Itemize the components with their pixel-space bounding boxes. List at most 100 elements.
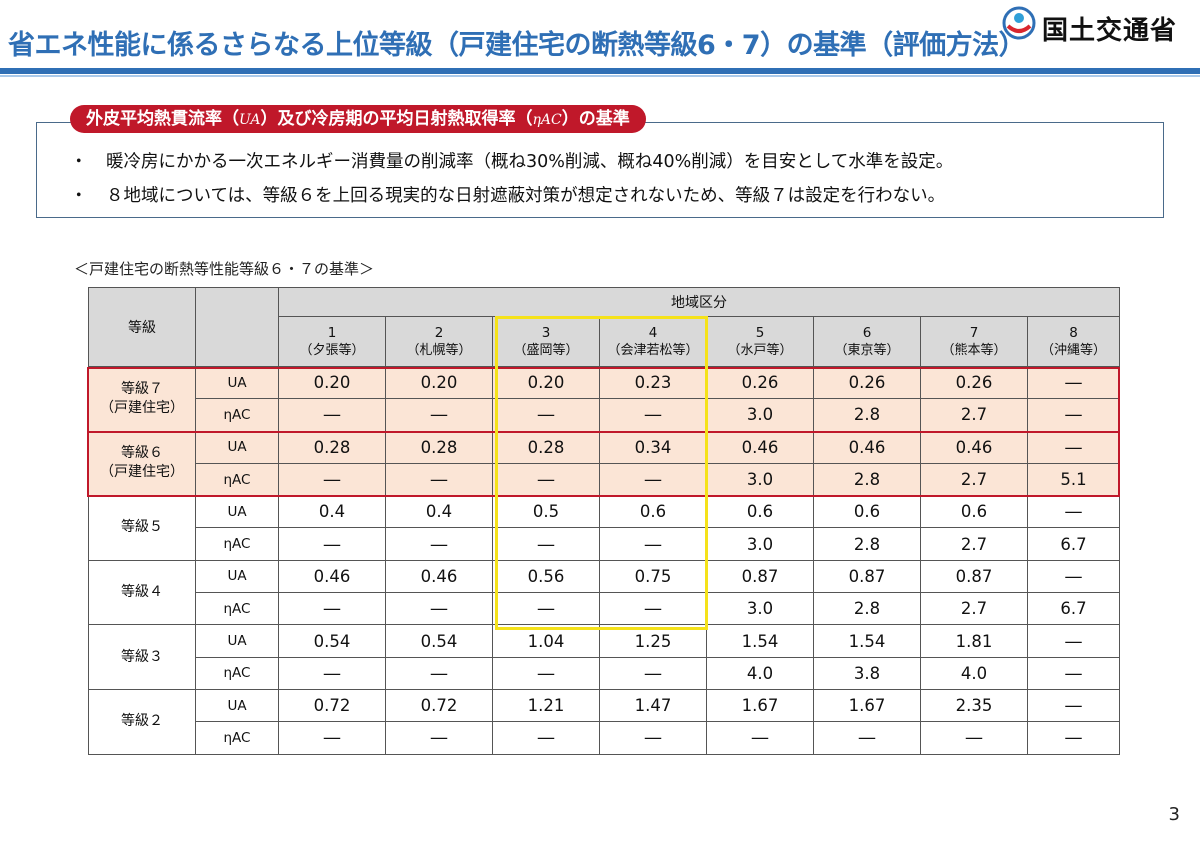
grade-label: 等級２ [88,688,196,755]
table-row: ηAC ― ― ― ― 3.0 2.8 2.7 6.7 [89,592,1120,626]
value-cell: ― [278,398,386,432]
value-cell: 2.8 [813,462,921,497]
value-cell: 6.7 [1027,592,1120,626]
value-cell: 0.4 [278,495,386,529]
grade-name: 等級２ [121,713,163,730]
region-number: 3 [541,324,551,341]
value-cell: 0.34 [599,430,707,464]
value-cell: 1.54 [706,624,814,658]
value-cell: 0.4 [385,495,493,529]
value-cell: 0.6 [920,495,1028,529]
ministry-emblem-icon [1002,6,1036,40]
value-cell: ― [1027,721,1120,755]
region-name: （札幌等） [406,342,472,358]
value-cell: ― [385,656,493,690]
value-cell: ― [1027,430,1120,464]
region-header: 4 （会津若松等） [599,316,707,367]
criteria-label-eta: ηAC [532,112,562,128]
value-cell: ― [1027,398,1120,432]
value-cell: 1.47 [599,688,707,723]
grade-name: 等級６ [121,445,163,462]
region-header: 6 （東京等） [813,316,921,367]
value-cell: ― [599,527,707,561]
criteria-bullet: ・暖冷房にかかる一次エネルギー消費量の削減率（概ね30%削減、概ね40%削減）を… [70,148,953,173]
region-number: 6 [862,324,872,341]
value-cell: 4.0 [920,656,1028,690]
grade-label: 等級３ [88,624,196,690]
value-cell: 0.5 [492,495,600,529]
metric-eta-ac: ηAC [195,527,279,561]
value-cell: ― [278,721,386,755]
value-cell: 0.28 [492,430,600,464]
value-cell: 3.0 [706,527,814,561]
criteria-label-prefix: 外皮平均熱貫流率（ [86,109,239,129]
value-cell: 1.67 [706,688,814,723]
criteria-label-mid: ）及び冷房期の平均日射熱取得率（ [260,109,533,129]
region-header: 3 （盛岡等） [492,316,600,367]
value-cell: ― [599,656,707,690]
bullet-text: ８地域については、等級６を上回る現実的な日射遮蔽対策が想定されないため、等級７は… [106,186,946,206]
value-cell: ― [492,656,600,690]
value-cell: 0.6 [706,495,814,529]
value-cell: ― [920,721,1028,755]
value-cell: ― [278,592,386,626]
value-cell: 0.46 [385,559,493,594]
metric-eta-ac: ηAC [195,592,279,626]
grade-subtitle: （戸建住宅） [100,464,184,481]
region-number: 4 [648,324,658,341]
value-cell: 1.25 [599,624,707,658]
value-cell: 0.72 [385,688,493,723]
value-cell: 3.0 [706,398,814,432]
value-cell: ― [492,527,600,561]
region-number: 2 [434,324,444,341]
metric-ua: UA [195,495,279,529]
value-cell: 0.20 [492,365,600,400]
value-cell: 0.26 [706,365,814,400]
value-cell: ― [1027,365,1120,400]
value-cell: 2.7 [920,398,1028,432]
table-row: 等級４ UA 0.46 0.46 0.56 0.75 0.87 0.87 0.87 ― [88,559,1120,626]
metric-ua: UA [195,430,279,464]
region-header: 5 （水戸等） [706,316,814,367]
value-cell: 2.7 [920,592,1028,626]
value-cell: ― [278,527,386,561]
value-cell: 3.0 [706,592,814,626]
grade-label: 等級５ [88,495,196,561]
region-name: （盛岡等） [513,342,579,358]
metric-eta-ac: ηAC [195,398,279,432]
table-row: ηAC ― ― ― ― 3.0 2.8 2.7 5.1 [89,462,1120,497]
ministry-logo: 国土交通省 [1000,6,1196,46]
header-region: 地域区分 [278,287,1120,317]
grade-label: 等級７ （戸建住宅） [88,366,196,432]
value-cell: 0.20 [385,365,493,400]
value-cell: ― [385,592,493,626]
table-row: 等級５ UA 0.4 0.4 0.5 0.6 0.6 0.6 0.6 ― [88,495,1120,561]
region-name: （会津若松等） [607,342,699,358]
value-cell: 4.0 [706,656,814,690]
value-cell: 2.7 [920,527,1028,561]
value-cell: ― [813,721,921,755]
value-cell: 0.54 [385,624,493,658]
region-header: 8 （沖縄等） [1027,316,1120,367]
table-row: 等級７ （戸建住宅） UA 0.20 0.20 0.20 0.23 0.26 0.26 0.26 ― [88,365,1120,432]
value-cell: ― [278,656,386,690]
region-name: （熊本等） [941,342,1007,358]
table-row: 等級２ UA 0.72 0.72 1.21 1.47 1.67 1.67 2.35 ― [88,688,1120,755]
table-row: ηAC ― ― ― ― ― ― ― ― [89,721,1120,755]
value-cell: ― [1027,688,1120,723]
value-cell: 0.46 [278,559,386,594]
header-metric-blank [195,287,279,367]
criteria-bullet: ・ ８地域については、等級６を上回る現実的な日射遮蔽対策が想定されないため、等級７… [70,182,945,207]
table-caption: ＜戸建住宅の断熱等性能等級６・７の基準＞ [74,260,375,278]
metric-eta-ac: ηAC [195,462,279,497]
value-cell: 1.67 [813,688,921,723]
region-number: 8 [1069,324,1078,341]
criteria-label-suffix: ）の基準 [561,109,630,129]
value-cell: 1.21 [492,688,600,723]
region-header: 1 （夕張等） [278,316,386,367]
region-number: 7 [969,324,979,341]
value-cell: 2.8 [813,527,921,561]
value-cell: ― [278,462,386,497]
grade-name: 等級７ [121,380,163,397]
header-divider [0,68,1200,74]
